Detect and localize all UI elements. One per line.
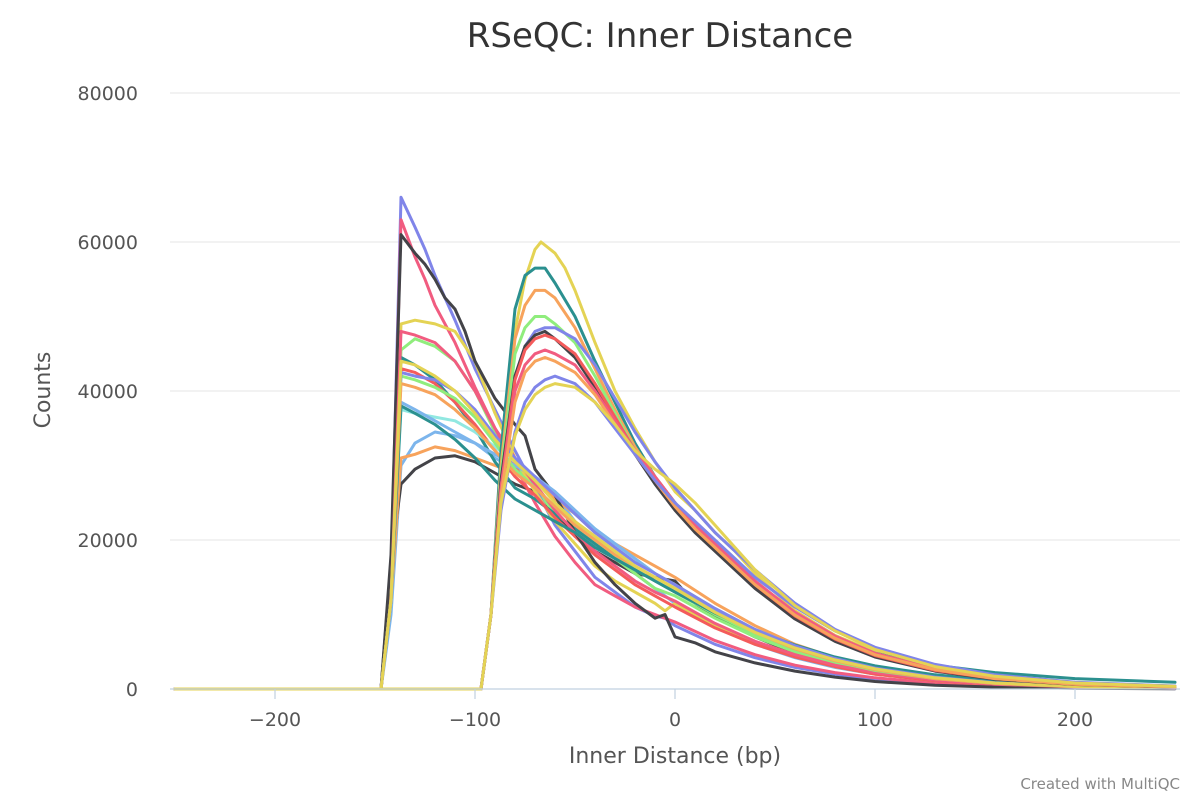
series-line-15[interactable]	[173, 404, 1177, 691]
series-line-5[interactable]	[173, 195, 1177, 691]
series-line-27[interactable]	[173, 356, 1177, 691]
y-tick-label: 20000	[78, 530, 138, 552]
x-tick-label: 100	[857, 709, 893, 731]
series-line-10[interactable]	[173, 408, 1177, 691]
series-line-8[interactable]	[173, 356, 1177, 691]
series-line-29[interactable]	[173, 382, 1177, 691]
series-lines	[173, 195, 1177, 691]
x-axis-ticks: −200 −100 0 100 200	[249, 689, 1093, 731]
x-tick-label: 200	[1057, 709, 1093, 731]
series-line-28[interactable]	[173, 374, 1177, 691]
x-axis-title: Inner Distance (bp)	[569, 744, 781, 769]
y-tick-label: 40000	[78, 381, 138, 403]
y-tick-label: 0	[126, 679, 138, 701]
series-line-13[interactable]	[173, 329, 1177, 691]
x-tick-label: −200	[249, 709, 301, 731]
gridlines	[170, 92, 1180, 541]
series-line-18[interactable]	[173, 359, 1177, 691]
x-tick-label: −100	[449, 709, 501, 731]
series-line-16[interactable]	[173, 370, 1177, 691]
x-tick-label: 0	[669, 709, 681, 731]
y-tick-label: 80000	[78, 83, 138, 105]
series-line-17[interactable]	[173, 382, 1177, 691]
y-axis-title: Counts	[31, 352, 56, 429]
series-line-1[interactable]	[173, 430, 1177, 691]
series-line-6[interactable]	[173, 218, 1177, 691]
chart-title: RSeQC: Inner Distance	[467, 16, 853, 56]
series-line-12[interactable]	[173, 400, 1177, 691]
series-line-9[interactable]	[173, 367, 1177, 691]
series-line-14[interactable]	[173, 374, 1177, 691]
y-tick-label: 60000	[78, 232, 138, 254]
y-axis-ticks: 0 20000 40000 60000 80000	[78, 83, 138, 701]
credit-text[interactable]: Created with MultiQC	[1020, 775, 1180, 793]
